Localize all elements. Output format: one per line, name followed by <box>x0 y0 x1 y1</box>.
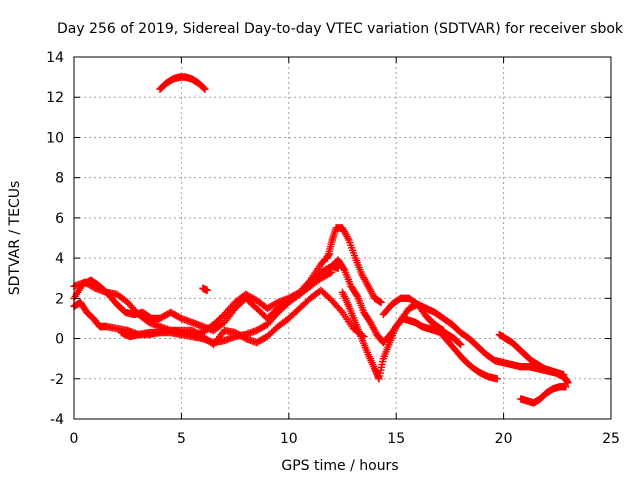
series-tail-b <box>424 314 501 383</box>
y-tick-label: -4 <box>50 412 64 428</box>
x-tick-label: 5 <box>177 431 186 447</box>
data-point <box>456 340 464 348</box>
series-peak-c <box>338 288 465 383</box>
x-tick-label: 25 <box>602 431 620 447</box>
chart-title: Day 256 of 2019, Sidereal Day-to-day VTE… <box>57 21 624 37</box>
series-top-arc <box>156 73 209 93</box>
y-axis-label: SDTVAR / TECUs <box>7 181 23 296</box>
grid <box>74 57 611 419</box>
series-tail-a <box>379 294 572 387</box>
data-point <box>328 268 336 276</box>
y-tick-label: 4 <box>55 251 64 267</box>
data-point <box>560 371 568 379</box>
plot-frame <box>73 56 612 420</box>
data-point <box>564 379 572 387</box>
y-tick-label: 6 <box>55 211 64 227</box>
series-tail-c <box>495 330 568 379</box>
x-axis-label: GPS time / hours <box>281 458 398 474</box>
y-tick-label: 0 <box>55 332 64 348</box>
series-peak-a <box>323 224 385 307</box>
y-tick-label: 14 <box>46 50 64 66</box>
data-point <box>200 84 208 93</box>
data-point <box>201 85 209 93</box>
x-tick-label: 15 <box>387 431 405 447</box>
y-tick-label: 2 <box>55 291 64 307</box>
axis-ticks: 0 5 10 15 20 25 -4 -2 0 2 4 6 8 10 12 14 <box>46 50 620 447</box>
data-point <box>562 383 570 391</box>
series-isolated <box>199 284 211 294</box>
y-tick-label: -2 <box>50 372 64 388</box>
y-tick-label: 10 <box>46 130 64 146</box>
data-point <box>493 375 501 383</box>
series-track-d <box>117 268 336 347</box>
x-tick-label: 0 <box>70 431 79 447</box>
y-tick-label: 8 <box>55 171 64 187</box>
data-point <box>203 286 211 294</box>
series-tail-d <box>517 383 570 407</box>
x-tick-label: 20 <box>495 431 513 447</box>
x-tick-label: 10 <box>280 431 298 447</box>
y-tick-label: 12 <box>46 90 64 106</box>
data-points <box>70 73 572 407</box>
data-point <box>377 298 385 307</box>
data-point <box>456 340 465 349</box>
